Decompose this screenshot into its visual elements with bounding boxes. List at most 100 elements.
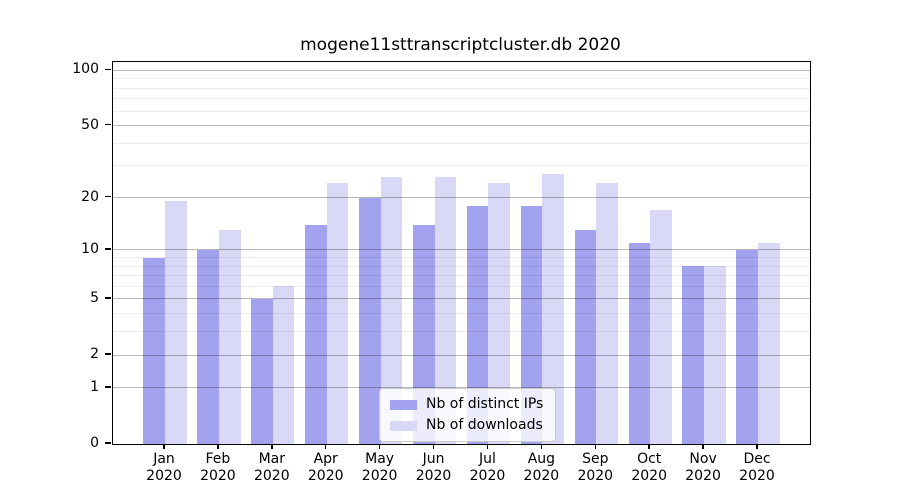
x-tick-mark <box>378 444 381 449</box>
x-tick-year: 2020 <box>415 468 452 484</box>
plot-area <box>112 61 811 445</box>
bar-distinct-ips-feb <box>197 249 219 444</box>
x-tick-year: 2020 <box>469 468 506 484</box>
x-tick-label-may: May 2020 <box>350 451 410 485</box>
gridline-minor <box>113 331 810 333</box>
x-tick-mark <box>648 444 650 449</box>
x-tick-mark <box>432 444 435 449</box>
x-tick-year: 2020 <box>685 468 721 484</box>
gridline-major <box>113 249 810 251</box>
gridline-major <box>113 354 810 356</box>
bar-downloads-nov <box>704 266 726 444</box>
y-tick-label-5: 5 <box>90 289 99 306</box>
x-tick-label-feb: Feb 2020 <box>188 451 248 485</box>
x-tick-mark <box>702 444 704 449</box>
y-tick-mark <box>105 123 111 126</box>
y-tick-mark <box>105 353 111 355</box>
x-tick-mark <box>756 444 758 449</box>
x-tick-mark <box>325 444 327 449</box>
gridline-minor <box>113 285 810 287</box>
bar-downloads-jun <box>434 177 457 444</box>
x-tick-year: 2020 <box>146 468 182 484</box>
x-tick-mark <box>594 444 596 449</box>
bar-distinct-ips-dec <box>736 249 758 444</box>
x-tick-year: 2020 <box>577 468 614 484</box>
bar-downloads-jul <box>488 183 511 444</box>
gridline-minor <box>113 87 810 89</box>
gridline-major <box>113 298 810 300</box>
bar-distinct-ips-jan <box>143 257 165 444</box>
gridline-major <box>113 197 810 199</box>
y-tick-label-20: 20 <box>81 188 99 205</box>
x-tick-label-jun: Jun 2020 <box>404 451 464 485</box>
gridline-major <box>113 387 810 389</box>
y-tick-label-100: 100 <box>72 61 99 78</box>
bar-distinct-ips-nov <box>682 266 705 444</box>
bar-distinct-ips-sep <box>574 230 597 444</box>
bar-distinct-ips-oct <box>628 242 651 444</box>
y-tick-mark <box>105 442 111 444</box>
y-tick-mark <box>105 386 111 388</box>
bar-distinct-ips-apr <box>305 224 327 444</box>
x-tick-year: 2020 <box>739 468 775 484</box>
legend: Nb of distinct IPs Nb of downloads <box>379 388 557 442</box>
bar-downloads-mar <box>272 286 295 444</box>
bar-downloads-dec <box>758 242 780 444</box>
legend-row-downloads: Nb of downloads <box>390 417 543 434</box>
legend-swatch-distinct-ips <box>390 399 417 410</box>
x-tick-year: 2020 <box>307 468 344 484</box>
bar-distinct-ips-aug <box>520 205 543 444</box>
y-tick-label-1: 1 <box>90 378 99 395</box>
x-tick-year: 2020 <box>361 468 398 484</box>
bar-downloads-apr <box>326 183 349 444</box>
bar-downloads-feb <box>218 230 241 444</box>
bar-downloads-jan <box>165 201 187 444</box>
x-tick-year: 2020 <box>253 468 290 484</box>
x-tick-label-dec: Dec 2020 <box>727 451 787 485</box>
bar-distinct-ips-may <box>359 197 381 444</box>
gridline-major <box>113 69 810 71</box>
gridline-minor <box>113 142 810 144</box>
legend-label-distinct-ips: Nb of distinct IPs <box>426 396 544 412</box>
gridline-major <box>113 125 810 127</box>
gridline-minor <box>113 110 810 112</box>
x-tick-mark <box>271 444 273 449</box>
chart-title: mogene11sttranscriptcluster.db 2020 <box>300 35 621 55</box>
bar-distinct-ips-jul <box>466 205 489 444</box>
y-tick-mark <box>105 68 111 71</box>
y-tick-label-50: 50 <box>81 116 99 133</box>
y-tick-label-0: 0 <box>90 435 99 451</box>
y-tick-label-2: 2 <box>90 346 99 363</box>
y-tick-label-10: 10 <box>81 240 99 257</box>
x-tick-mark <box>486 444 489 449</box>
bar-downloads-oct <box>650 210 672 444</box>
legend-swatch-downloads <box>390 420 417 431</box>
gridline-minor <box>113 275 810 277</box>
legend-row-distinct-ips: Nb of distinct IPs <box>390 396 543 413</box>
gridline-minor <box>113 78 810 80</box>
bars-layer <box>113 62 810 444</box>
grid-layer <box>113 62 810 444</box>
legend-label-downloads: Nb of downloads <box>426 417 543 433</box>
x-tick-mark <box>163 444 165 449</box>
x-tick-label-sep: Sep 2020 <box>565 451 625 485</box>
gridline-minor <box>113 313 810 315</box>
x-tick-label-oct: Oct 2020 <box>619 451 679 485</box>
gridline-minor <box>113 98 810 100</box>
x-tick-year: 2020 <box>523 468 560 484</box>
x-tick-label-jan: Jan 2020 <box>134 451 194 485</box>
x-tick-year: 2020 <box>631 468 667 484</box>
x-tick-label-apr: Apr 2020 <box>296 451 356 485</box>
bar-downloads-sep <box>596 183 618 444</box>
x-tick-label-jul: Jul 2020 <box>457 451 517 485</box>
y-tick-mark <box>105 297 111 299</box>
x-tick-mark <box>217 444 219 449</box>
gridline-minor <box>113 165 810 167</box>
bar-downloads-aug <box>542 174 564 444</box>
gridline-minor <box>113 257 810 259</box>
gridline-minor <box>113 265 810 267</box>
x-tick-mark <box>540 444 543 449</box>
x-tick-label-mar: Mar 2020 <box>242 451 302 485</box>
y-tick-mark <box>105 195 111 198</box>
